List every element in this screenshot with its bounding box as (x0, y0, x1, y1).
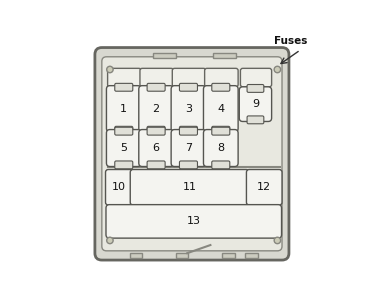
Text: 6: 6 (152, 143, 159, 153)
Text: 11: 11 (183, 182, 197, 192)
Text: 8: 8 (217, 143, 224, 153)
Bar (222, 253, 235, 258)
FancyBboxPatch shape (106, 205, 282, 238)
FancyBboxPatch shape (179, 127, 197, 135)
Circle shape (107, 237, 113, 244)
Bar (152, 53, 176, 58)
Circle shape (108, 68, 112, 71)
Circle shape (274, 237, 281, 244)
FancyBboxPatch shape (203, 86, 238, 132)
Text: 7: 7 (185, 143, 192, 153)
FancyBboxPatch shape (115, 126, 133, 134)
FancyBboxPatch shape (139, 130, 173, 166)
FancyBboxPatch shape (179, 161, 197, 169)
FancyBboxPatch shape (115, 83, 133, 91)
FancyBboxPatch shape (212, 126, 230, 134)
Text: Fuses: Fuses (274, 36, 307, 46)
Bar (176, 253, 189, 258)
FancyBboxPatch shape (246, 169, 282, 205)
FancyBboxPatch shape (106, 169, 133, 205)
FancyBboxPatch shape (147, 161, 165, 169)
FancyBboxPatch shape (147, 127, 165, 135)
Text: 1: 1 (120, 104, 127, 114)
FancyBboxPatch shape (203, 130, 238, 166)
FancyBboxPatch shape (102, 57, 282, 251)
Bar (213, 53, 236, 58)
FancyBboxPatch shape (106, 86, 141, 132)
FancyBboxPatch shape (212, 161, 230, 169)
FancyBboxPatch shape (130, 169, 249, 205)
Circle shape (107, 66, 113, 73)
FancyBboxPatch shape (204, 68, 238, 87)
FancyBboxPatch shape (107, 68, 141, 87)
FancyBboxPatch shape (239, 87, 272, 122)
FancyBboxPatch shape (139, 86, 173, 132)
FancyBboxPatch shape (179, 126, 197, 134)
Text: 3: 3 (185, 104, 192, 114)
Bar (245, 253, 258, 258)
FancyBboxPatch shape (172, 68, 206, 87)
Text: 4: 4 (217, 104, 224, 114)
FancyBboxPatch shape (171, 86, 206, 132)
Text: 5: 5 (120, 143, 127, 153)
FancyBboxPatch shape (106, 130, 141, 166)
FancyBboxPatch shape (241, 68, 272, 87)
FancyBboxPatch shape (171, 130, 206, 166)
FancyBboxPatch shape (95, 47, 289, 260)
Text: 2: 2 (152, 104, 160, 114)
Bar (130, 253, 142, 258)
Text: 12: 12 (257, 182, 271, 192)
Circle shape (275, 68, 279, 71)
Text: 9: 9 (252, 99, 259, 109)
Circle shape (108, 239, 112, 242)
Circle shape (274, 66, 281, 73)
FancyBboxPatch shape (179, 83, 197, 91)
FancyBboxPatch shape (147, 83, 165, 91)
FancyBboxPatch shape (115, 127, 133, 135)
FancyBboxPatch shape (247, 116, 264, 124)
FancyBboxPatch shape (147, 126, 165, 134)
FancyBboxPatch shape (115, 161, 133, 169)
Text: 10: 10 (112, 182, 126, 192)
FancyBboxPatch shape (212, 83, 230, 91)
Circle shape (275, 239, 279, 242)
FancyBboxPatch shape (212, 127, 230, 135)
Text: 13: 13 (187, 216, 201, 226)
FancyBboxPatch shape (140, 68, 173, 87)
FancyBboxPatch shape (247, 85, 264, 92)
